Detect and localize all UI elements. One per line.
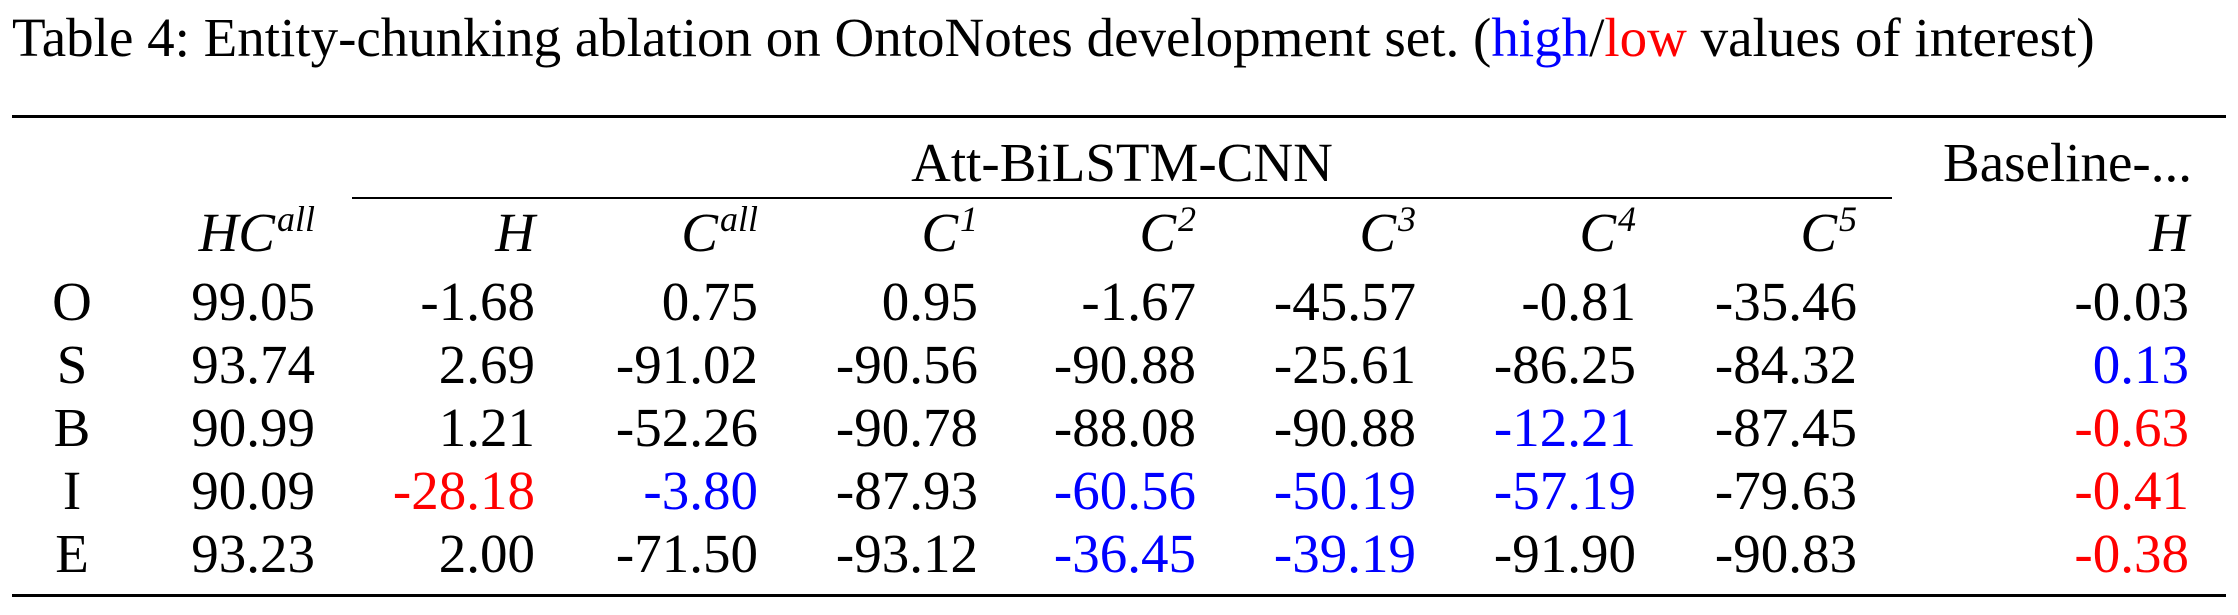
caption-suffix: values of interest)	[1686, 7, 2095, 68]
table-cell: -87.93	[835, 460, 978, 521]
column-header-superscript: 4	[1618, 199, 1636, 240]
column-header-base: HC	[198, 202, 275, 263]
table-cell: -35.46	[1714, 271, 1857, 332]
column-header-superscript: 3	[1398, 199, 1416, 240]
table-cell: 1.21	[438, 397, 535, 458]
column-header-superscript: all	[719, 199, 758, 240]
caption-slash: /	[1589, 7, 1605, 68]
column-header-base: H	[495, 202, 535, 263]
table-cell: -12.21	[1493, 397, 1636, 458]
table-cell: 99.05	[191, 271, 315, 332]
column-header-1: H	[315, 205, 535, 260]
row-label: I	[62, 460, 82, 521]
table-cell: -0.63	[2074, 397, 2189, 458]
table-cell: 2.00	[438, 523, 535, 584]
table-cell: -3.80	[643, 460, 758, 521]
column-header-superscript: 1	[960, 199, 978, 240]
table-cell: 0.75	[661, 271, 758, 332]
column-header-5: C3	[1196, 201, 1416, 263]
caption-prefix: Table 4: Entity-chunking ablation on Ont…	[12, 7, 1492, 68]
column-header-8: H	[1969, 205, 2189, 260]
group-header-att: Att-BiLSTM-CNN	[911, 132, 1333, 193]
table-bottom-rule	[12, 594, 2226, 597]
row-label: S	[56, 334, 88, 395]
table-cell: 0.95	[881, 271, 978, 332]
column-header-base: C	[1359, 202, 1396, 263]
table-cell: 90.99	[191, 397, 315, 458]
table-cell: -25.61	[1273, 334, 1416, 395]
table-cell: -90.83	[1714, 523, 1857, 584]
column-header-base: C	[1139, 202, 1176, 263]
table-cell: -1.67	[1081, 271, 1196, 332]
table-cell: -86.25	[1493, 334, 1636, 395]
table-cell: -79.63	[1714, 460, 1857, 521]
column-header-0: HCall	[95, 201, 315, 263]
table-cell: -28.18	[392, 460, 535, 521]
column-header-superscript: all	[276, 199, 315, 240]
table-cell: -1.68	[420, 271, 535, 332]
table-cell: -84.32	[1714, 334, 1857, 395]
table-top-rule	[12, 115, 2226, 118]
table-cell: -0.81	[1521, 271, 1636, 332]
table-cell: -71.50	[615, 523, 758, 584]
table-cell: -36.45	[1053, 523, 1196, 584]
column-header-6: C4	[1416, 201, 1636, 263]
table-cell: -57.19	[1493, 460, 1636, 521]
att-group-underline	[352, 197, 1892, 199]
table-cell: -88.08	[1053, 397, 1196, 458]
table-cell: -39.19	[1273, 523, 1416, 584]
row-label: O	[52, 271, 92, 332]
table-cell: 2.69	[438, 334, 535, 395]
column-header-base: H	[2149, 202, 2189, 263]
column-header-base: C	[1800, 202, 1837, 263]
table-cell: -90.56	[835, 334, 978, 395]
row-label: B	[53, 397, 91, 458]
table-cell: 90.09	[191, 460, 315, 521]
table-cell: -90.88	[1053, 334, 1196, 395]
table-cell: -91.90	[1493, 523, 1636, 584]
column-header-base: C	[681, 202, 718, 263]
table-cell: -52.26	[615, 397, 758, 458]
table-cell: -0.38	[2074, 523, 2189, 584]
table-cell: -60.56	[1053, 460, 1196, 521]
column-header-2: Call	[538, 201, 758, 263]
table-cell: -90.78	[835, 397, 978, 458]
table-cell: -91.02	[615, 334, 758, 395]
column-header-superscript: 2	[1178, 199, 1196, 240]
column-header-7: C5	[1637, 201, 1857, 263]
caption-high-word: high	[1491, 7, 1590, 68]
table-caption: Table 4: Entity-chunking ablation on Ont…	[12, 10, 2095, 65]
table-cell: 93.23	[191, 523, 315, 584]
column-header-base: C	[1579, 202, 1616, 263]
column-header-4: C2	[976, 201, 1196, 263]
group-header-baseline: Baseline-...	[1943, 132, 2192, 193]
column-header-base: C	[921, 202, 958, 263]
table-cell: -93.12	[835, 523, 978, 584]
row-label: E	[55, 523, 89, 584]
caption-low-word: low	[1604, 7, 1687, 68]
table-cell: -87.45	[1714, 397, 1857, 458]
table-cell: 93.74	[191, 334, 315, 395]
table-cell: -90.88	[1273, 397, 1416, 458]
column-header-3: C1	[758, 201, 978, 263]
table-cell: -50.19	[1273, 460, 1416, 521]
table-cell: -0.03	[2074, 271, 2189, 332]
table-cell: -45.57	[1273, 271, 1416, 332]
table-cell: 0.13	[2092, 334, 2189, 395]
column-header-superscript: 5	[1839, 199, 1857, 240]
table-cell: -0.41	[2074, 460, 2189, 521]
